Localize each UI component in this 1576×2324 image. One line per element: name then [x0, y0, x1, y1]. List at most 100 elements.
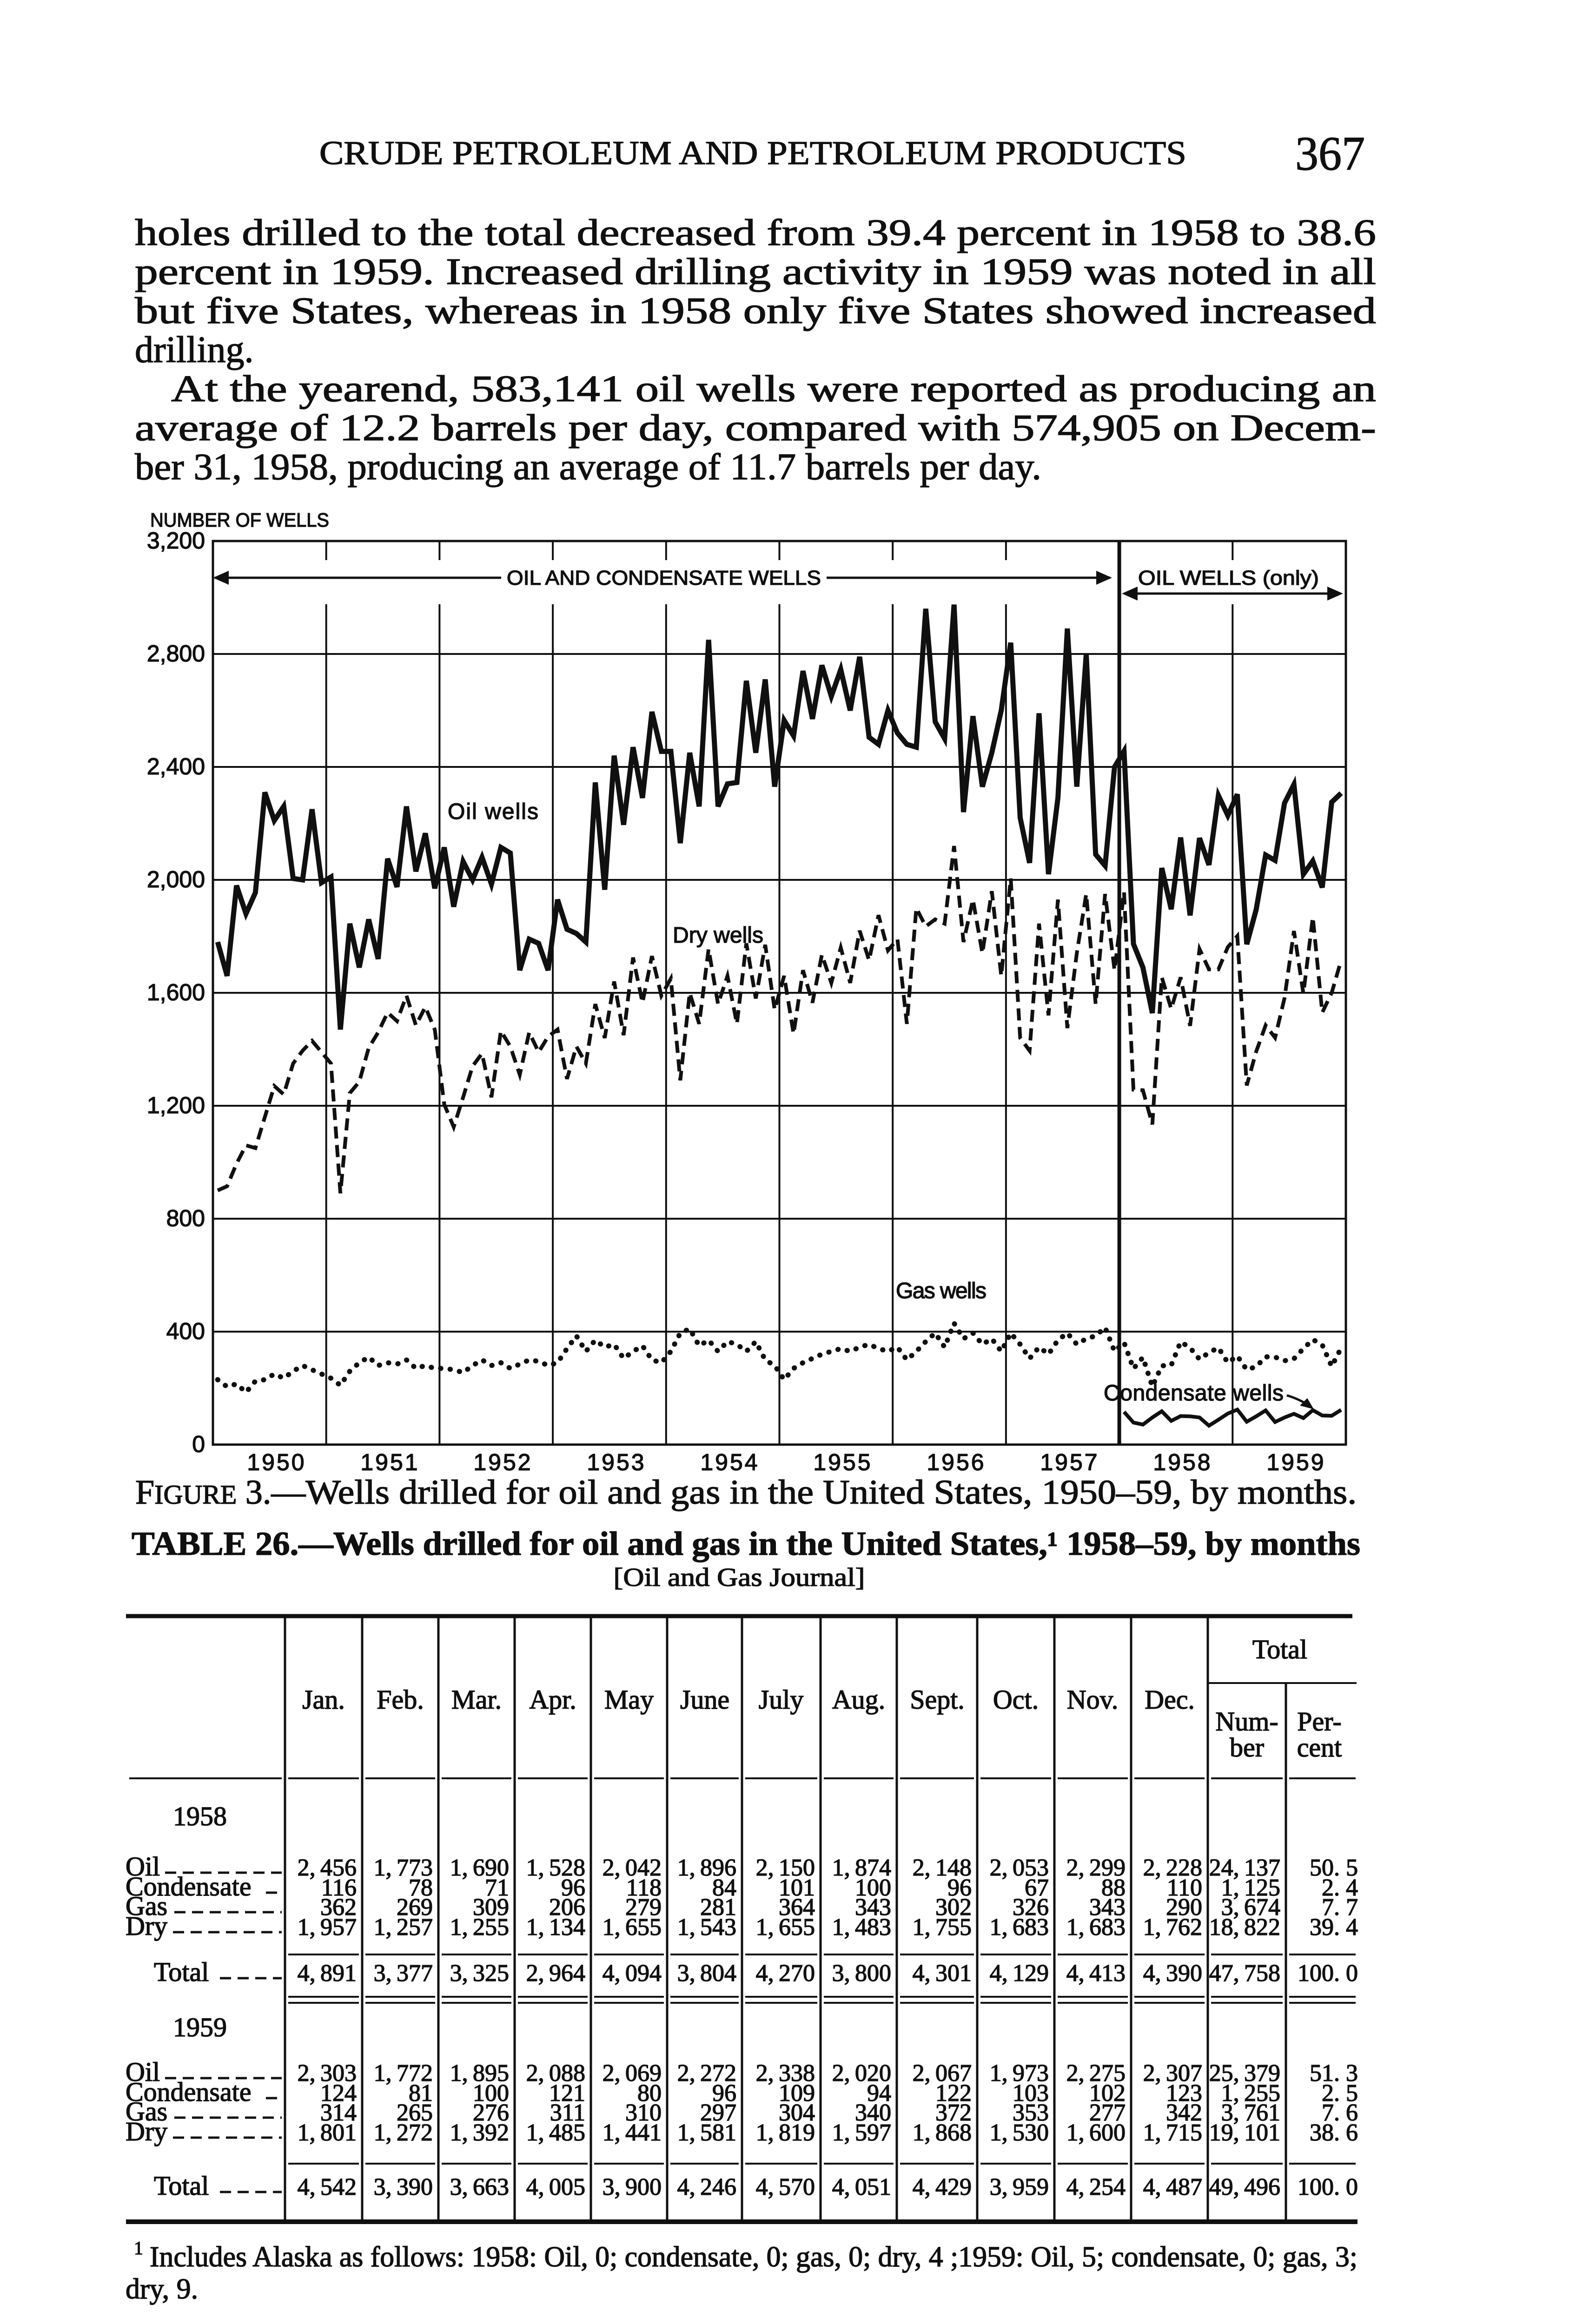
svg-text:2, 148: 2, 148	[913, 1855, 972, 1881]
svg-text:2, 307: 2, 307	[1143, 2060, 1202, 2086]
svg-text:7. 7: 7. 7	[1322, 1894, 1358, 1921]
svg-text:At the yearend, 583,141 oil we: At the yearend, 583,141 oil wells were r…	[171, 369, 1376, 409]
svg-text:1, 973: 1, 973	[990, 2060, 1049, 2086]
svg-text:1, 690: 1, 690	[450, 1855, 509, 1881]
svg-text:3, 663: 3, 663	[450, 2174, 509, 2200]
svg-text:2, 964: 2, 964	[526, 1960, 585, 1987]
svg-text:116: 116	[321, 1875, 357, 1901]
svg-text:96: 96	[947, 1875, 972, 1901]
svg-text:2, 275: 2, 275	[1066, 2060, 1126, 2086]
svg-text:1950: 1950	[247, 1449, 306, 1475]
svg-text:100: 100	[855, 1875, 891, 1901]
svg-text:1, 683: 1, 683	[990, 1914, 1049, 1941]
svg-text:1959: 1959	[173, 2012, 227, 2042]
svg-text:dry, 9.: dry, 9.	[126, 2273, 198, 2305]
svg-text:OIL AND CONDENSATE WELLS: OIL AND CONDENSATE WELLS	[507, 567, 821, 589]
svg-text:353: 353	[1013, 2100, 1049, 2126]
svg-text:38. 6: 38. 6	[1310, 2119, 1358, 2146]
svg-text:50. 5: 50. 5	[1310, 1855, 1358, 1881]
svg-text:Condensate wells: Condensate wells	[1104, 1381, 1284, 1406]
svg-text:311: 311	[550, 2100, 585, 2126]
svg-text:343: 343	[1089, 1894, 1126, 1921]
svg-text:CRUDE PETROLEUM AND PETROLEUM: CRUDE PETROLEUM AND PETROLEUM PRODUCTS	[319, 134, 1186, 172]
svg-text:1, 819: 1, 819	[756, 2119, 815, 2146]
svg-text:1, 255: 1, 255	[450, 1914, 509, 1941]
svg-text:Oct.: Oct.	[993, 1684, 1039, 1715]
svg-text:314: 314	[320, 2100, 357, 2126]
svg-text:3,200: 3,200	[147, 528, 205, 554]
svg-text:1: 1	[134, 2238, 143, 2258]
svg-text:1, 801: 1, 801	[298, 2119, 357, 2146]
svg-text:1, 896: 1, 896	[677, 1855, 736, 1881]
svg-text:1959: 1959	[1266, 1449, 1325, 1475]
svg-text:Dry wells: Dry wells	[673, 923, 763, 948]
svg-text:3, 804: 3, 804	[677, 1960, 736, 1987]
svg-text:110: 110	[1167, 1875, 1202, 1901]
svg-text:103: 103	[1013, 2080, 1049, 2106]
svg-text:holes drilled to the total dec: holes drilled to the total decreased fro…	[135, 212, 1376, 253]
svg-text:1, 874: 1, 874	[832, 1855, 891, 1881]
svg-text:ber: ber	[1230, 1732, 1264, 1763]
svg-text:343: 343	[855, 1894, 891, 1921]
svg-text:1, 543: 1, 543	[677, 1914, 736, 1941]
svg-text:310: 310	[625, 2100, 662, 2126]
svg-text:2, 020: 2, 020	[832, 2060, 891, 2086]
svg-text:2,000: 2,000	[147, 866, 205, 892]
svg-text:1951: 1951	[360, 1449, 419, 1475]
svg-text:1952: 1952	[473, 1449, 532, 1475]
svg-text:Dec.: Dec.	[1145, 1684, 1195, 1715]
svg-text:80: 80	[637, 2080, 662, 2106]
svg-text:1, 868: 1, 868	[913, 2119, 972, 2146]
svg-text:June: June	[680, 1684, 729, 1715]
svg-text:109: 109	[779, 2080, 815, 2106]
svg-text:1, 655: 1, 655	[603, 1914, 662, 1941]
svg-text:1, 485: 1, 485	[526, 2119, 585, 2146]
svg-text:but five States, whereas in 19: but five States, whereas in 1958 only fi…	[135, 290, 1376, 331]
svg-text:2. 4: 2. 4	[1322, 1875, 1358, 1901]
svg-text:1956: 1956	[927, 1449, 986, 1475]
svg-text:Dry: Dry	[126, 2116, 167, 2146]
svg-text:118: 118	[626, 1875, 662, 1901]
svg-text:1, 257: 1, 257	[374, 1914, 433, 1941]
svg-text:1957: 1957	[1040, 1449, 1099, 1475]
svg-text:3, 674: 3, 674	[1221, 1894, 1280, 1921]
svg-text:1, 441: 1, 441	[603, 2119, 662, 2146]
svg-text:276: 276	[473, 2100, 509, 2126]
svg-text:Mar.: Mar.	[451, 1684, 502, 1715]
svg-text:309: 309	[473, 1894, 509, 1921]
svg-text:124: 124	[320, 2080, 357, 2106]
svg-text:2,800: 2,800	[147, 640, 205, 667]
svg-text:Apr.: Apr.	[529, 1684, 576, 1715]
svg-text:364: 364	[779, 1894, 815, 1921]
svg-text:1,200: 1,200	[147, 1092, 205, 1118]
svg-text:Total: Total	[154, 1957, 209, 1987]
svg-text:94: 94	[867, 2080, 891, 2106]
svg-text:July: July	[759, 1684, 804, 1715]
svg-text:3, 325: 3, 325	[450, 1960, 509, 1987]
svg-text:1958: 1958	[173, 1801, 227, 1831]
svg-text:281: 281	[700, 1894, 736, 1921]
svg-text:3, 900: 3, 900	[603, 2174, 662, 2200]
svg-text:4, 487: 4, 487	[1143, 2174, 1202, 2200]
svg-text:2, 067: 2, 067	[913, 2060, 972, 2086]
svg-text:102: 102	[1089, 2080, 1126, 2106]
svg-text:400: 400	[166, 1318, 205, 1344]
svg-text:1, 125: 1, 125	[1221, 1875, 1280, 1901]
svg-text:49, 496: 49, 496	[1209, 2174, 1280, 2200]
svg-text:4, 246: 4, 246	[677, 2174, 736, 2200]
svg-text:Jan.: Jan.	[302, 1684, 345, 1715]
svg-text:1,600: 1,600	[147, 979, 205, 1005]
svg-text:19, 101: 19, 101	[1209, 2119, 1280, 2146]
svg-text:Gas: Gas	[126, 2096, 167, 2126]
svg-text:88: 88	[1101, 1875, 1126, 1901]
svg-text:2, 299: 2, 299	[1066, 1855, 1126, 1881]
svg-text:0: 0	[192, 1431, 205, 1457]
svg-text:4, 129: 4, 129	[990, 1960, 1049, 1987]
svg-text:2, 053: 2, 053	[990, 1855, 1049, 1881]
svg-text:Sept.: Sept.	[910, 1684, 965, 1715]
svg-text:1955: 1955	[813, 1449, 872, 1475]
svg-text:78: 78	[409, 1875, 433, 1901]
svg-text:3, 761: 3, 761	[1221, 2100, 1280, 2126]
svg-text:NUMBER OF WELLS: NUMBER OF WELLS	[150, 509, 329, 531]
svg-text:67: 67	[1025, 1875, 1049, 1901]
